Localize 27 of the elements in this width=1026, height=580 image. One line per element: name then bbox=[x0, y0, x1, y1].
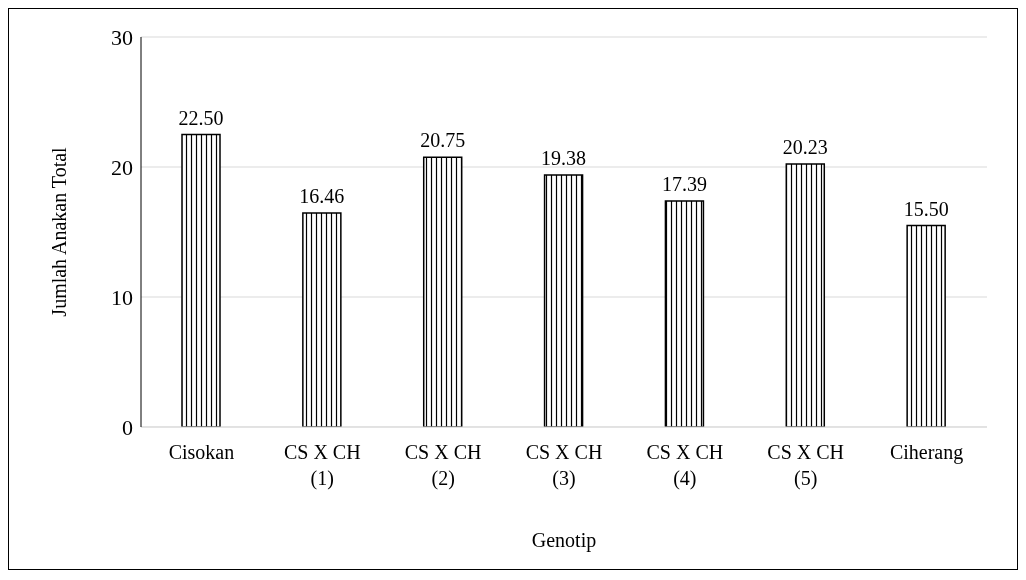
data-label: 20.23 bbox=[782, 136, 828, 159]
data-label: 16.46 bbox=[299, 185, 345, 208]
bar bbox=[785, 163, 826, 427]
x-tick-label: Cisokan bbox=[168, 441, 235, 463]
data-label: 15.50 bbox=[903, 197, 949, 220]
y-axis-title: Jumlah Anakan Total bbox=[48, 146, 71, 317]
x-tick-label: Ciherang bbox=[889, 441, 964, 464]
y-tick-label: 10 bbox=[111, 284, 133, 310]
bar bbox=[302, 212, 342, 427]
data-label: 22.50 bbox=[178, 106, 224, 129]
bar bbox=[664, 200, 705, 427]
bar bbox=[422, 156, 463, 427]
data-label: 19.38 bbox=[541, 147, 587, 170]
y-tick-label: 30 bbox=[111, 24, 133, 50]
x-tick-label: CS X CH (2) bbox=[404, 441, 482, 490]
x-tick-label: CS X CH (4) bbox=[646, 441, 724, 490]
bar bbox=[906, 224, 946, 427]
data-label: 17.39 bbox=[661, 172, 707, 195]
x-tick-label: CS X CH (5) bbox=[767, 441, 845, 490]
x-tick-label: CS X CH (1) bbox=[283, 441, 361, 490]
y-tick-label: 20 bbox=[111, 154, 133, 180]
bar bbox=[181, 133, 221, 427]
y-tick-label: 0 bbox=[122, 414, 133, 440]
x-axis-title: Genotip bbox=[531, 529, 597, 552]
x-tick-label: CS X CH (3) bbox=[525, 441, 603, 490]
bar bbox=[543, 174, 584, 427]
data-label: 20.75 bbox=[420, 129, 466, 152]
